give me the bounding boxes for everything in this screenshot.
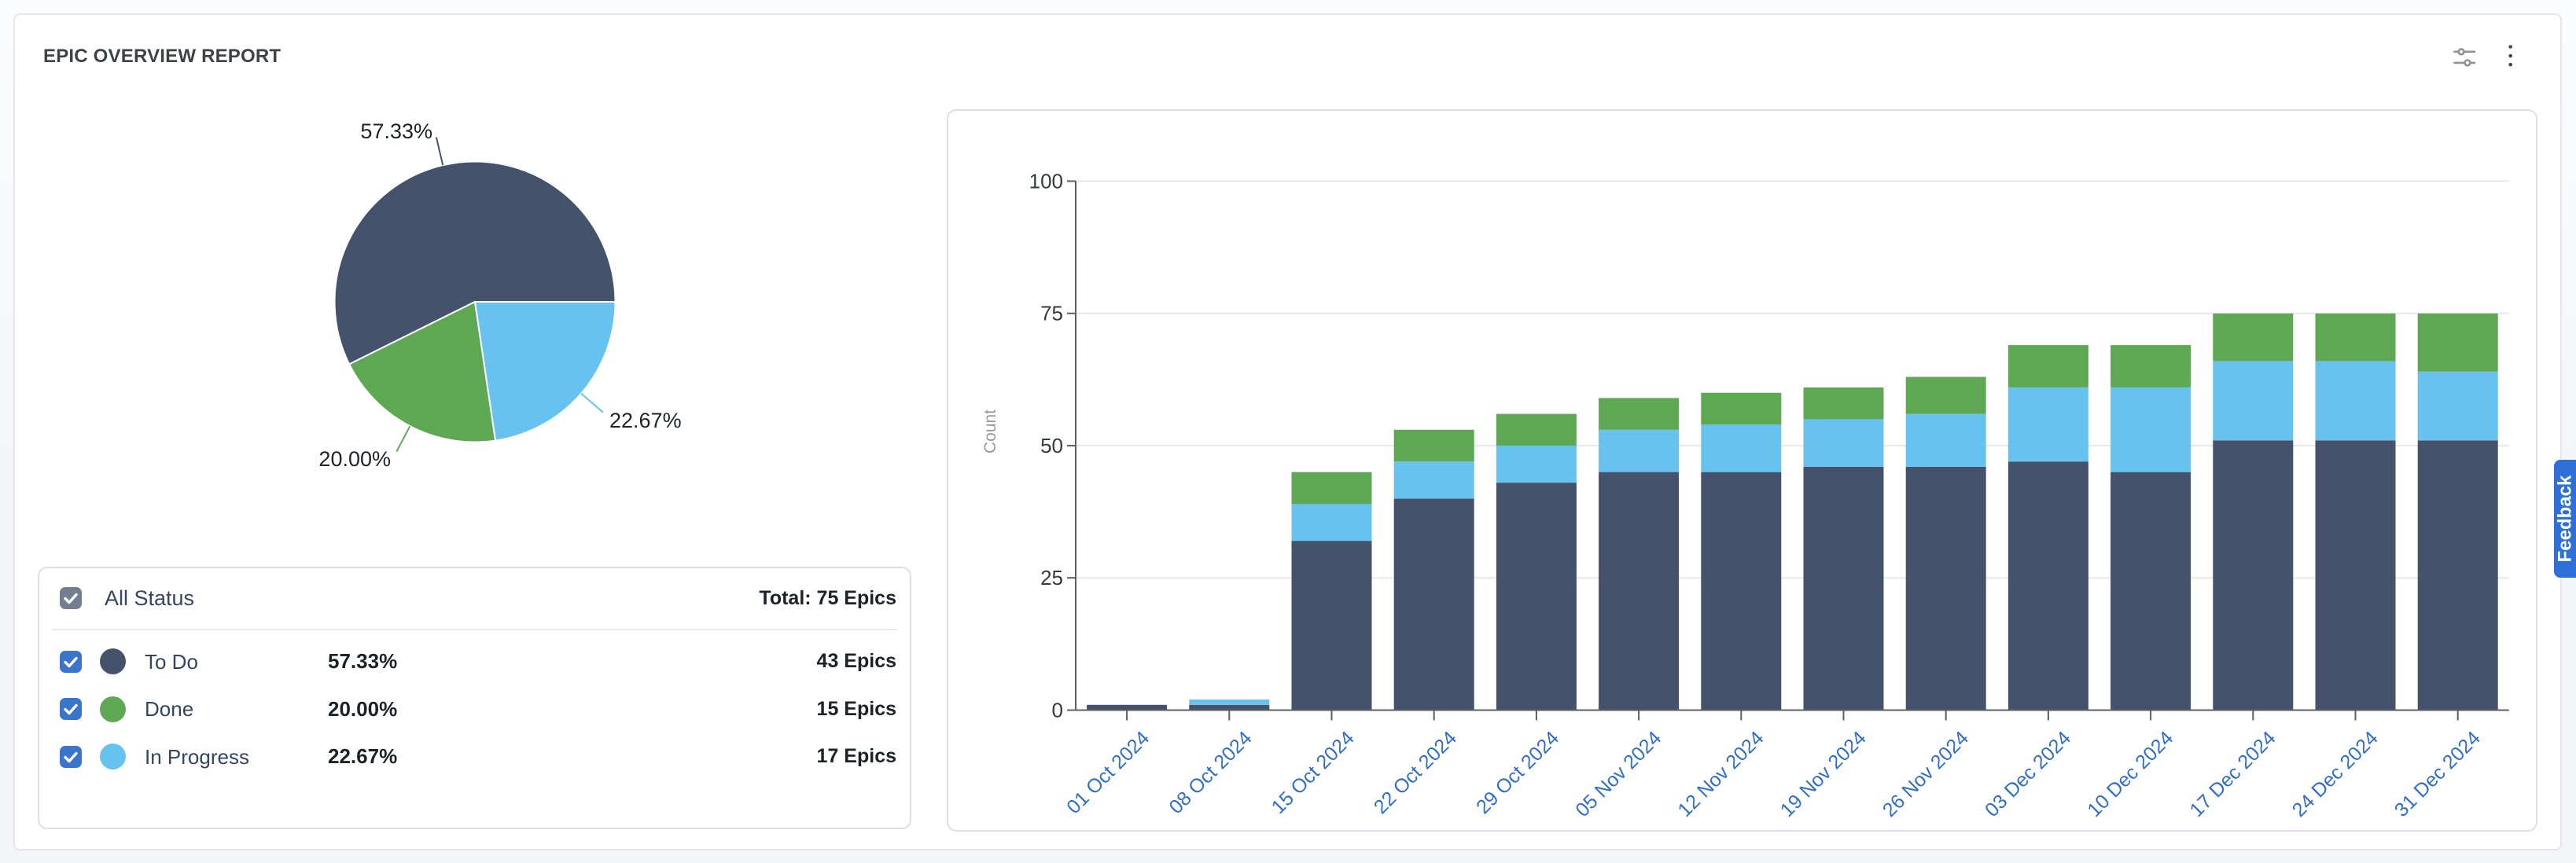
svg-text:19 Nov 2024: 19 Nov 2024: [1776, 727, 1871, 821]
svg-text:15 Oct 2024: 15 Oct 2024: [1268, 727, 1359, 818]
svg-text:12 Nov 2024: 12 Nov 2024: [1673, 727, 1768, 821]
svg-text:100: 100: [1029, 170, 1063, 193]
svg-text:20.00%: 20.00%: [318, 447, 391, 471]
svg-text:57.33%: 57.33%: [360, 119, 432, 143]
svg-text:22.67%: 22.67%: [609, 409, 682, 432]
svg-text:26 Nov 2024: 26 Nov 2024: [1879, 727, 1973, 821]
svg-text:10 Dec 2024: 10 Dec 2024: [2083, 727, 2177, 821]
svg-text:03 Dec 2024: 03 Dec 2024: [1981, 727, 2075, 821]
svg-text:22 Oct 2024: 22 Oct 2024: [1370, 727, 1461, 818]
svg-text:31 Dec 2024: 31 Dec 2024: [2390, 727, 2485, 821]
svg-text:25: 25: [1040, 566, 1063, 589]
svg-text:75: 75: [1040, 302, 1063, 325]
svg-text:Count: Count: [981, 409, 999, 454]
svg-text:0: 0: [1052, 699, 1063, 722]
svg-text:29 Oct 2024: 29 Oct 2024: [1472, 727, 1563, 818]
svg-text:08 Oct 2024: 08 Oct 2024: [1165, 727, 1256, 818]
svg-text:05 Nov 2024: 05 Nov 2024: [1571, 727, 1665, 821]
svg-text:24 Dec 2024: 24 Dec 2024: [2288, 727, 2383, 821]
svg-text:01 Oct 2024: 01 Oct 2024: [1062, 727, 1154, 818]
svg-text:17 Dec 2024: 17 Dec 2024: [2185, 727, 2280, 821]
svg-text:50: 50: [1040, 434, 1063, 457]
